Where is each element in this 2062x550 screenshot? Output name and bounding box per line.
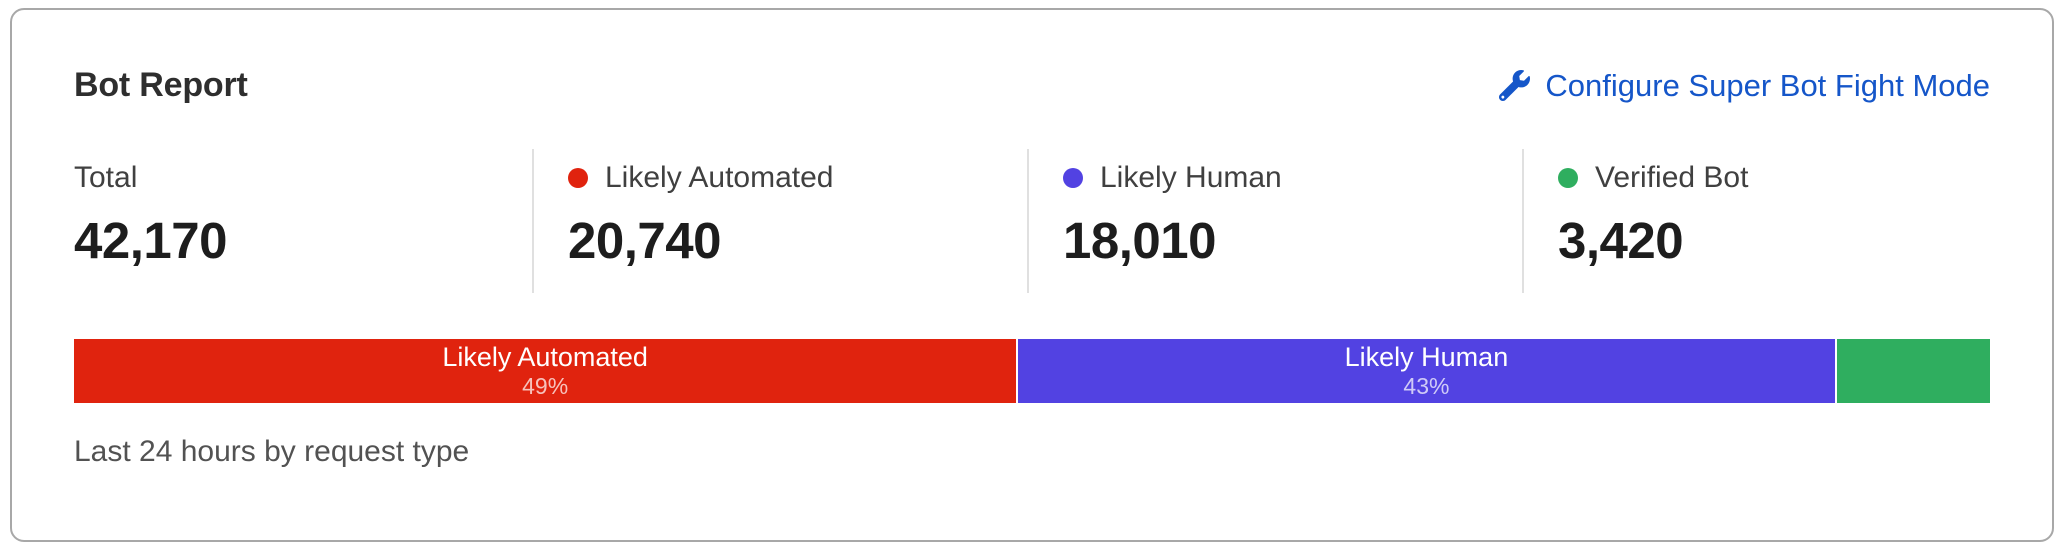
verified-bot-dot-icon xyxy=(1558,168,1578,188)
stat-verified-bot: Verified Bot 3,420 xyxy=(1522,149,1990,293)
stat-likely-automated: Likely Automated 20,740 xyxy=(532,149,1027,293)
bar-segment-verified-bot xyxy=(1834,339,1990,403)
stat-verified-bot-label-row: Verified Bot xyxy=(1558,161,1990,195)
stat-likely-human: Likely Human 18,010 xyxy=(1027,149,1522,293)
bar-segment-likely-human: Likely Human 43% xyxy=(1016,339,1835,403)
card-header: Bot Report Configure Super Bot Fight Mod… xyxy=(74,66,1990,105)
bar-segment-likely-automated: Likely Automated 49% xyxy=(74,339,1017,403)
bar-segment-label: Likely Automated xyxy=(442,342,648,373)
bar-segment-percent: 49% xyxy=(522,373,569,400)
stat-likely-human-label: Likely Human xyxy=(1100,161,1282,194)
stat-total-label-row: Total xyxy=(74,161,532,195)
stat-likely-automated-label: Likely Automated xyxy=(605,161,834,194)
stat-verified-bot-label: Verified Bot xyxy=(1595,161,1749,194)
stat-likely-human-label-row: Likely Human xyxy=(1063,161,1522,195)
bar-segment-label: Likely Human xyxy=(1344,342,1509,373)
page-title: Bot Report xyxy=(74,66,248,104)
bar-segment-percent: 43% xyxy=(1403,373,1450,400)
stacked-bar-chart: Likely Automated 49% Likely Human 43% xyxy=(74,339,1990,403)
stat-total: Total 42,170 xyxy=(74,149,532,293)
likely-automated-dot-icon xyxy=(568,168,588,188)
stat-total-label: Total xyxy=(74,161,138,194)
stat-likely-automated-value: 20,740 xyxy=(568,212,722,269)
stat-likely-human-value: 18,010 xyxy=(1063,212,1217,269)
likely-human-dot-icon xyxy=(1063,168,1083,188)
stat-likely-automated-label-row: Likely Automated xyxy=(568,161,1027,195)
chart-caption: Last 24 hours by request type xyxy=(74,435,470,468)
stats-row: Total 42,170 Likely Automated 20,740 Lik… xyxy=(74,149,1990,293)
bot-report-card: Bot Report Configure Super Bot Fight Mod… xyxy=(10,8,2054,542)
wrench-icon xyxy=(1499,70,1531,101)
stat-verified-bot-value: 3,420 xyxy=(1558,212,1684,269)
configure-link-label: Configure Super Bot Fight Mode xyxy=(1545,67,1990,103)
configure-super-bot-fight-mode-link[interactable]: Configure Super Bot Fight Mode xyxy=(1499,68,1990,104)
stat-total-value: 42,170 xyxy=(74,212,228,269)
